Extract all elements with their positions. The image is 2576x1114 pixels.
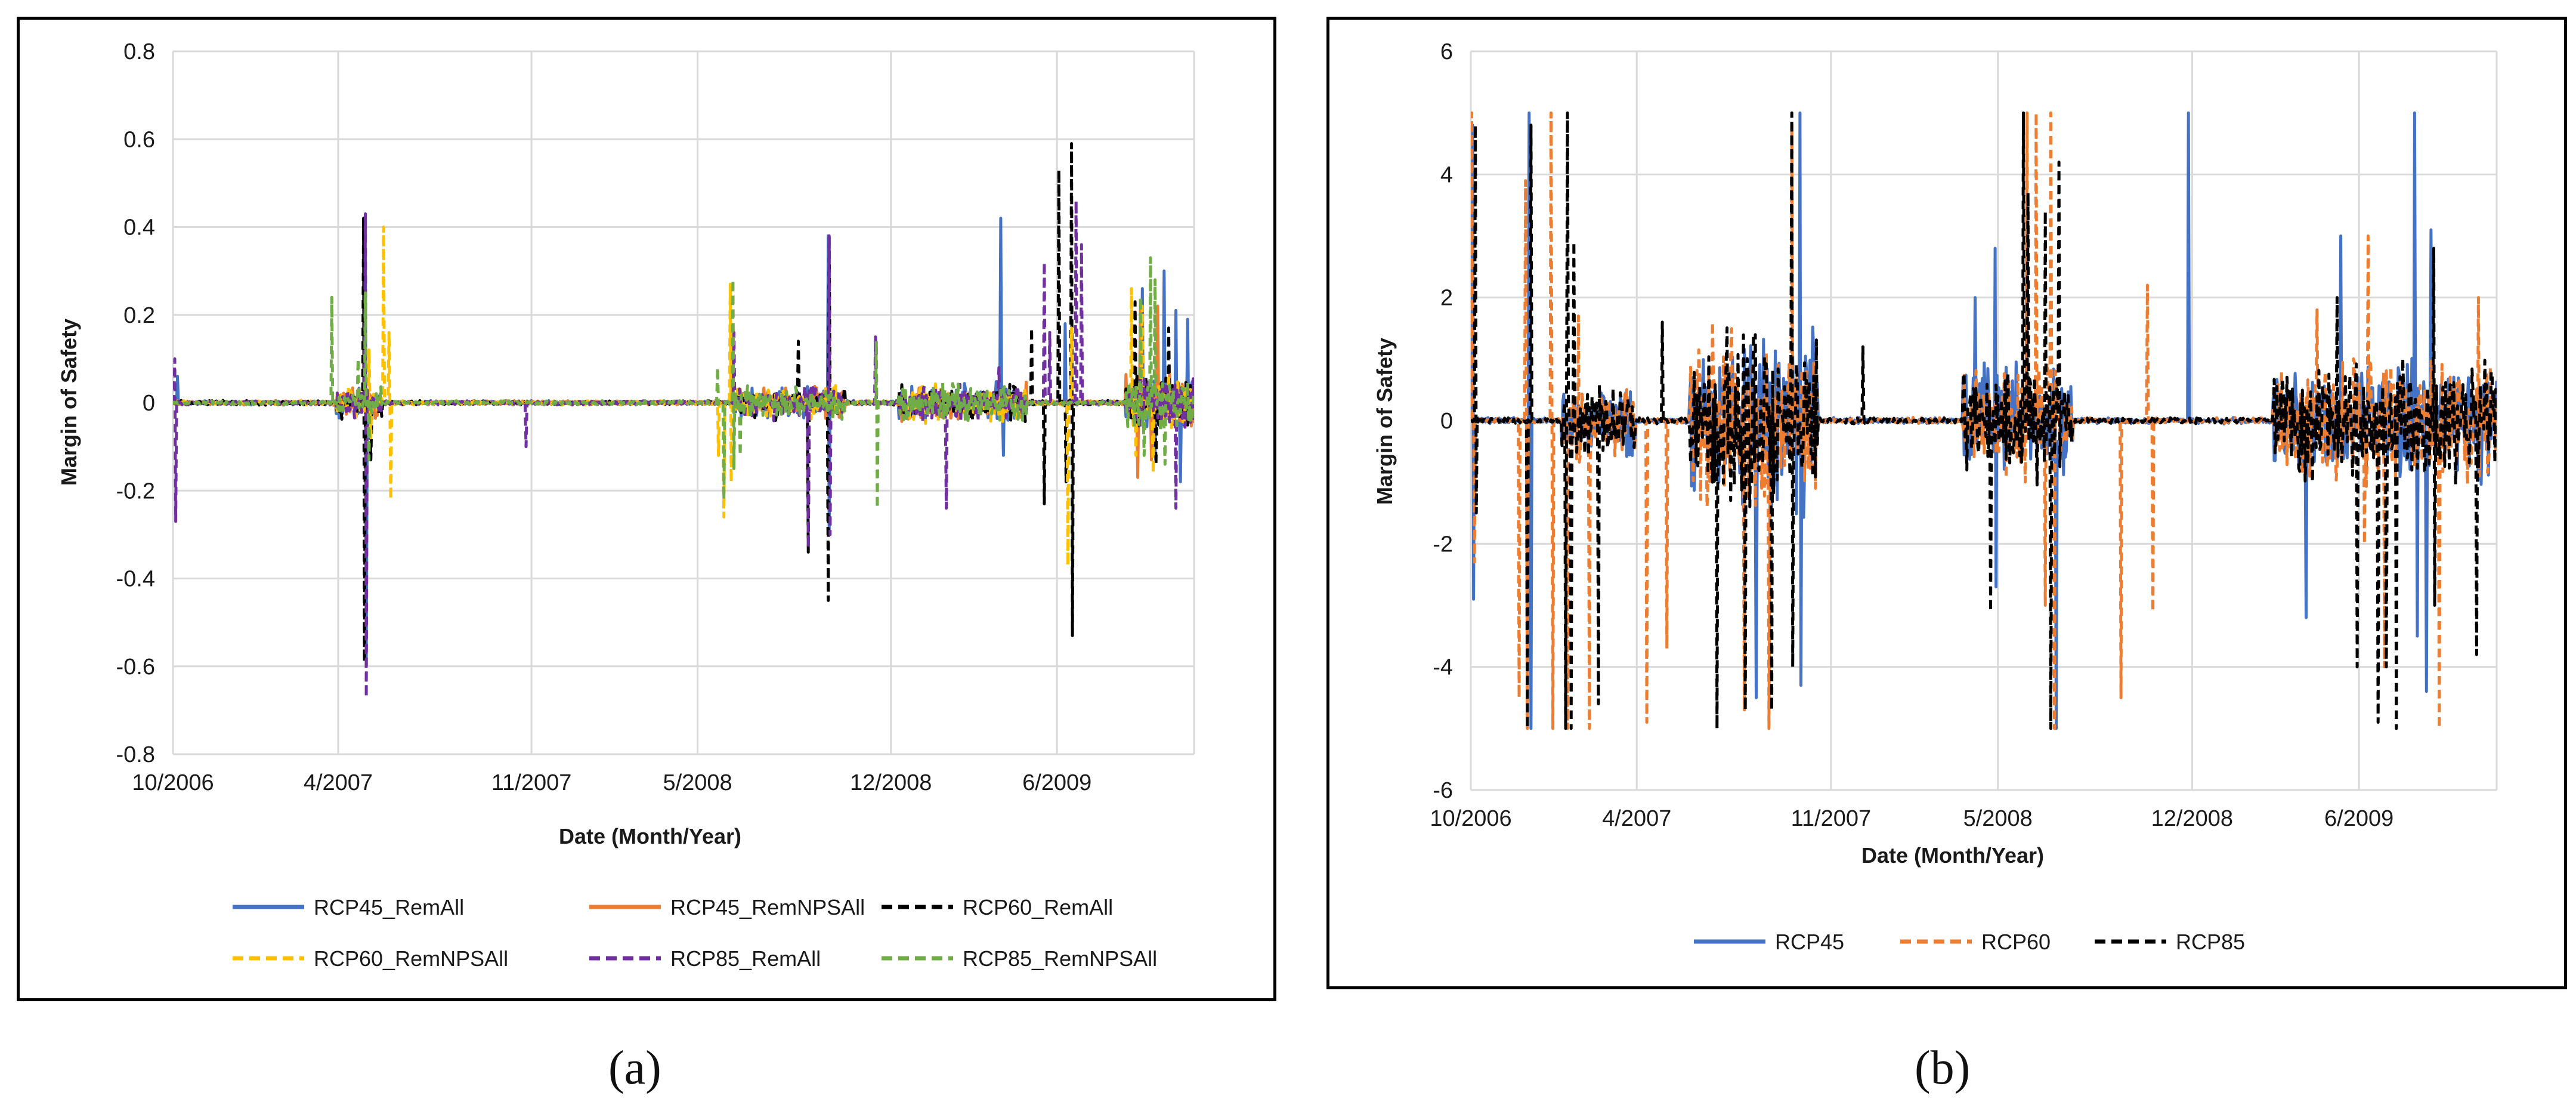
y-tick-label: 4 — [1440, 162, 1453, 187]
x-tick-label: 10/2006 — [132, 770, 214, 795]
y-tick-label: -4 — [1433, 655, 1453, 680]
y-tick-label: -0.2 — [116, 479, 155, 504]
x-tick-label: 5/2008 — [1963, 806, 2033, 831]
y-tick-label: 0.6 — [123, 127, 155, 152]
x-tick-label: 10/2006 — [1430, 806, 1511, 831]
y-tick-label: 0.4 — [123, 215, 155, 240]
y-tick-label: -2 — [1433, 532, 1453, 557]
y-tick-label: 0.2 — [123, 303, 155, 328]
y-tick-label: -0.4 — [116, 567, 155, 592]
panel-a-y-axis-label: Margin of Safety — [57, 319, 81, 486]
legend-label: RCP45_RemAll — [314, 895, 464, 919]
legend-label: RCP85 — [2176, 930, 2245, 954]
legend-label: RCP60_RemAll — [963, 895, 1113, 919]
legend-label: RCP85_RemNPSAll — [963, 946, 1157, 971]
x-tick-label: 4/2007 — [1602, 806, 1671, 831]
x-tick-label: 6/2009 — [1022, 770, 1091, 795]
panel-b-legend: RCP45 RCP60 RCP85 — [1694, 930, 2245, 954]
panel-b-series-group — [1471, 111, 2497, 730]
x-tick-label: 12/2008 — [850, 770, 932, 795]
x-tick-label: 12/2008 — [2151, 806, 2233, 831]
series-line-rcp85_remnpsall — [173, 256, 1194, 510]
panel-b-plot-area — [1470, 50, 2498, 791]
panel-a-x-axis-label: Date (Month/Year) — [559, 824, 741, 848]
panel-a-border — [17, 17, 1276, 1001]
panel-a-plot-area — [172, 50, 1195, 755]
panel-a-legend: RCP45_RemAll RCP45_RemNPSAll RCP60_RemAll R… — [233, 895, 1157, 971]
panel-b-y-axis-label: Margin of Safety — [1372, 338, 1397, 505]
panel-b-x-axis-label: Date (Month/Year) — [1861, 843, 2044, 868]
panel-a-chart: Margin of Safety Date (Month/Year) RCP45… — [17, 17, 1276, 1001]
y-tick-label: 0.8 — [123, 39, 155, 64]
legend-label: RCP45 — [1775, 930, 1844, 954]
y-tick-label: -0.8 — [116, 742, 155, 767]
x-tick-label: 4/2007 — [304, 770, 373, 795]
y-tick-label: -6 — [1433, 778, 1453, 803]
panel-a-caption: (a) — [608, 1042, 661, 1094]
y-tick-label: 0 — [1440, 409, 1453, 434]
panel-b-chart: Margin of Safety Date (Month/Year) RCP45… — [1326, 17, 2567, 989]
legend-label: RCP60_RemNPSAll — [314, 946, 508, 971]
y-tick-label: 0 — [143, 391, 155, 416]
legend-label: RCP45_RemNPSAll — [670, 895, 865, 919]
y-tick-label: 2 — [1440, 286, 1453, 311]
panel-a-series-group — [173, 142, 1194, 699]
series-line-rcp85 — [1471, 111, 2497, 730]
x-tick-label: 5/2008 — [663, 770, 732, 795]
x-tick-label: 6/2009 — [2324, 806, 2393, 831]
x-tick-label: 11/2007 — [1791, 806, 1872, 831]
x-tick-label: 11/2007 — [491, 770, 572, 795]
legend-label: RCP85_RemAll — [670, 946, 821, 971]
y-tick-label: 6 — [1440, 39, 1453, 64]
panel-b-caption: (b) — [1915, 1042, 1971, 1094]
legend-label: RCP60 — [1981, 930, 2051, 954]
y-tick-label: -0.6 — [116, 655, 155, 680]
